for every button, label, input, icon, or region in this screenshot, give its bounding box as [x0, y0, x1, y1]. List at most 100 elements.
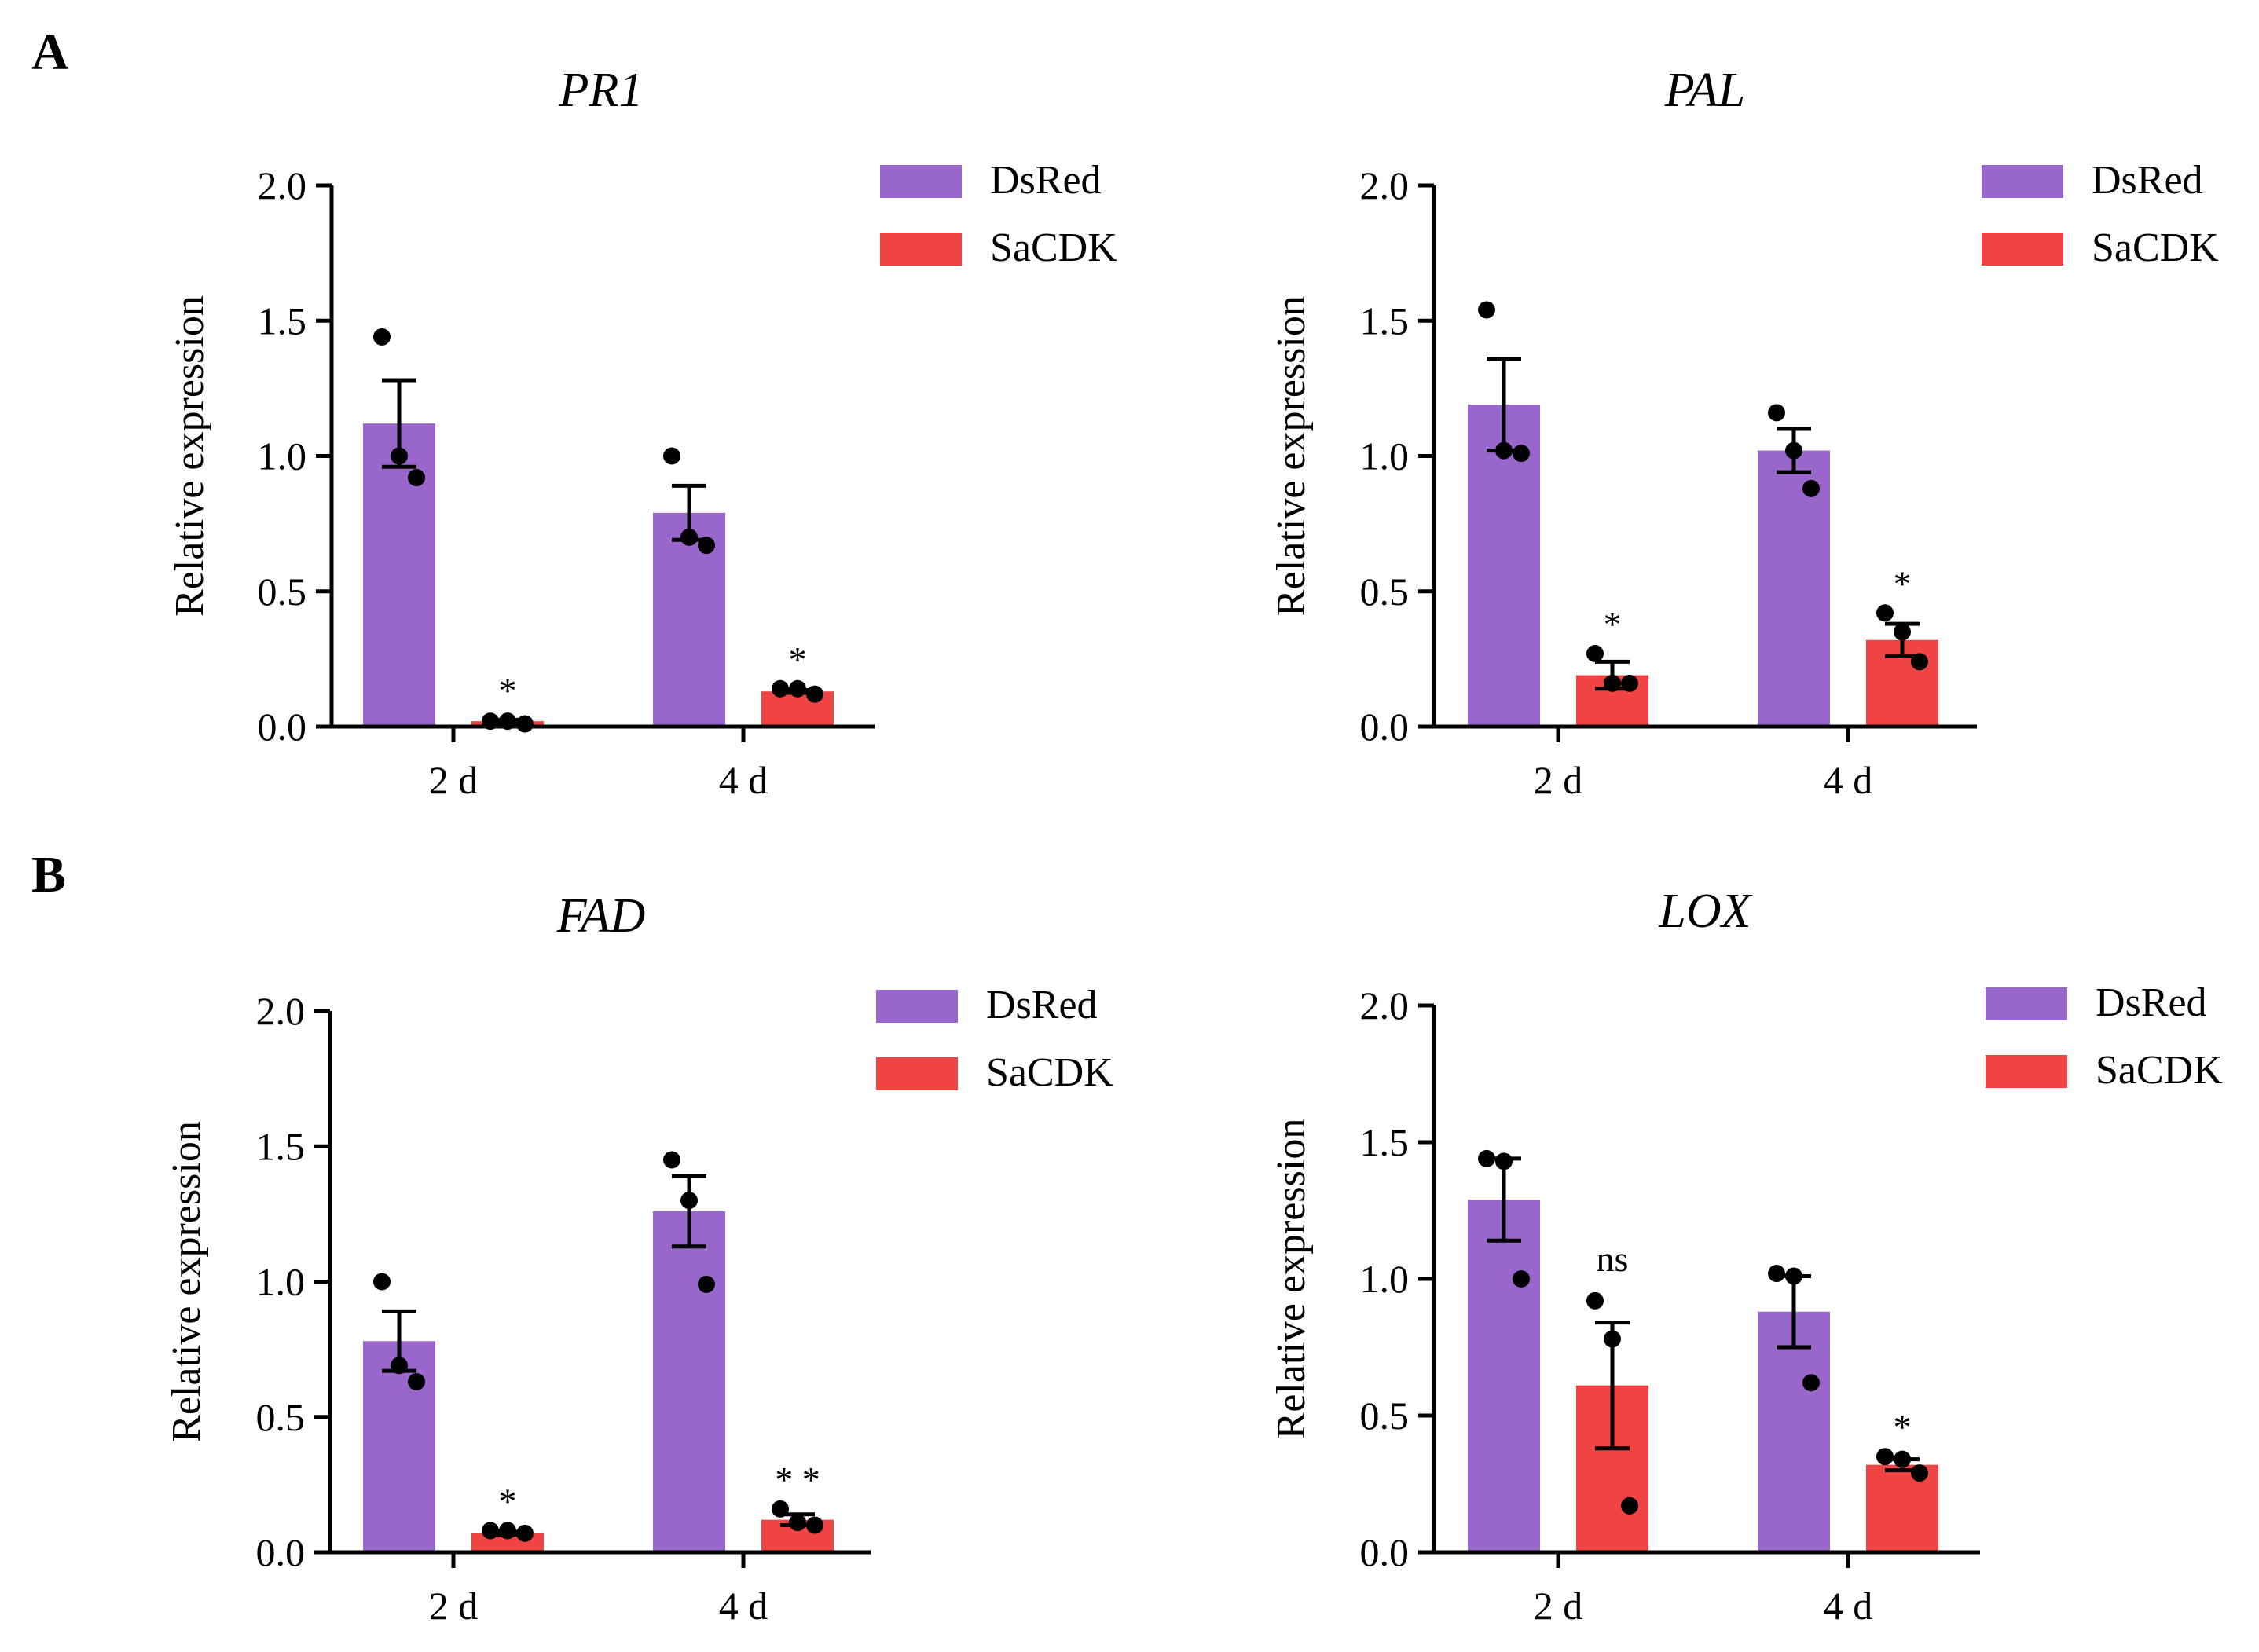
y-tick-label: 0.5 [1360, 570, 1410, 614]
y-tick-label: 1.0 [258, 434, 307, 478]
y-tick-label: 0.5 [256, 1395, 306, 1439]
data-point [1586, 1291, 1604, 1310]
data-point [663, 1151, 680, 1169]
data-point [772, 679, 789, 698]
legend-swatch-sacdk [1982, 233, 2063, 266]
data-point [1785, 1267, 1802, 1285]
data-point [373, 328, 391, 346]
chart-lox: LOX Relative expression ns * 0.0 0.5 1.0 1.5 2.0… [1269, 885, 2223, 1628]
legend-swatch-dsred [1982, 165, 2063, 198]
chart-fad: FAD Relative expression * * * 0.0 0.5 1.0 1.5 2.… [164, 889, 1113, 1628]
data-point [1911, 1464, 1928, 1482]
legend-label-dsred: DsRed [986, 983, 1098, 1027]
y-axis-label: Relative expression [1269, 1119, 1314, 1440]
y-tick-label: 1.0 [1360, 434, 1410, 478]
data-point [1621, 674, 1638, 692]
data-point [408, 469, 425, 487]
y-tick-label: 1.5 [1360, 299, 1410, 342]
y-axis-label: Relative expression [1269, 295, 1314, 617]
charts-group: PR1 Relative expression * * 0.0 0.5 1.0 1.5 2.0 2… [164, 64, 2223, 1628]
y-tick-label: 2.0 [1360, 984, 1410, 1027]
data-point [373, 1273, 391, 1291]
legend-swatch-dsred [876, 990, 958, 1023]
significance-label: ns [1597, 1239, 1629, 1279]
data-point [806, 685, 823, 703]
y-tick-label: 0.0 [256, 1530, 306, 1574]
bar-dsred-1 [1468, 1200, 1540, 1552]
error-bar [672, 1174, 706, 1249]
y-tick-label: 1.5 [256, 1124, 306, 1168]
significance-label: * [499, 1481, 517, 1521]
significance-label: * [1894, 563, 1912, 603]
data-point [806, 1516, 823, 1534]
data-point [1495, 1152, 1513, 1170]
y-tick-label: 2.0 [256, 989, 306, 1033]
data-point [1876, 604, 1894, 622]
bar-dsred-2 [1758, 1311, 1830, 1552]
legend-swatch-sacdk [1986, 1055, 2067, 1088]
data-point [1911, 653, 1928, 671]
data-point [499, 1522, 516, 1540]
y-tick-label: 1.5 [258, 299, 307, 342]
data-point [391, 447, 408, 465]
y-tick-label: 2.0 [1360, 163, 1410, 207]
data-point [1621, 1496, 1638, 1515]
data-point [789, 1514, 806, 1532]
x-tick-label: 2 d [1534, 1584, 1583, 1628]
significance-label: * [789, 639, 807, 679]
x-tick-label: 4 d [1824, 1584, 1873, 1628]
bar-dsred-2 [1758, 450, 1830, 727]
data-point [1513, 1270, 1530, 1288]
data-point [408, 1372, 425, 1390]
data-point [1768, 1265, 1785, 1283]
legend-swatch-sacdk [876, 1057, 958, 1090]
y-tick-label: 1.0 [256, 1260, 306, 1304]
x-tick-label: 2 d [429, 1584, 479, 1628]
y-tick-label: 1.5 [1360, 1120, 1410, 1164]
y-axis-label: Relative expression [167, 295, 212, 617]
x-tick-label: 4 d [1824, 758, 1873, 802]
legend-label-dsred: DsRed [990, 158, 1102, 203]
y-tick-label: 1.0 [1360, 1257, 1410, 1301]
data-point [1604, 1330, 1621, 1348]
y-tick-label: 0.5 [258, 570, 307, 614]
chart-pal: PAL Relative expression * * 0.0 0.5 1.0 1.5 2.0 2… [1269, 64, 2219, 802]
bar-dsred-1 [363, 423, 435, 727]
legend-label-sacdk: SaCDK [986, 1050, 1113, 1095]
data-point [1513, 445, 1530, 463]
data-point [516, 1524, 534, 1542]
data-point [698, 537, 715, 555]
y-tick-label: 0.0 [1360, 705, 1410, 749]
data-point [698, 1275, 715, 1293]
x-tick-label: 4 d [719, 758, 768, 802]
data-point [1478, 301, 1495, 319]
data-point [1478, 1149, 1495, 1167]
legend-label-sacdk: SaCDK [2096, 1048, 2223, 1093]
panel-letter-a: A [31, 24, 69, 81]
data-point [1894, 1450, 1911, 1468]
legend-label-sacdk: SaCDK [2092, 225, 2219, 270]
data-point [1785, 441, 1802, 460]
data-point [1802, 1374, 1820, 1392]
legend-swatch-sacdk [880, 233, 962, 266]
panel-letter-b: B [31, 846, 66, 903]
bar-sacdk-2 [1866, 1464, 1938, 1552]
data-point [789, 679, 806, 698]
data-point [1586, 644, 1604, 662]
data-point [1604, 674, 1621, 692]
y-tick-label: 0.5 [1360, 1394, 1410, 1438]
chart-title: PAL [1664, 64, 1745, 117]
chart-pr1: PR1 Relative expression * * 0.0 0.5 1.0 1.5 2.0 2… [167, 64, 1117, 802]
bar-dsred-2 [653, 1211, 725, 1552]
chart-title: LOX [1658, 885, 1752, 938]
significance-label: * * [775, 1460, 820, 1500]
legend-label-dsred: DsRed [2096, 980, 2207, 1025]
legend-swatch-dsred [880, 165, 962, 198]
data-point [680, 528, 698, 546]
significance-label: * [499, 670, 517, 710]
legend-label-dsred: DsRed [2092, 158, 2203, 203]
legend-swatch-dsred [1986, 987, 2067, 1020]
data-point [516, 715, 534, 733]
x-tick-label: 2 d [1534, 758, 1583, 802]
